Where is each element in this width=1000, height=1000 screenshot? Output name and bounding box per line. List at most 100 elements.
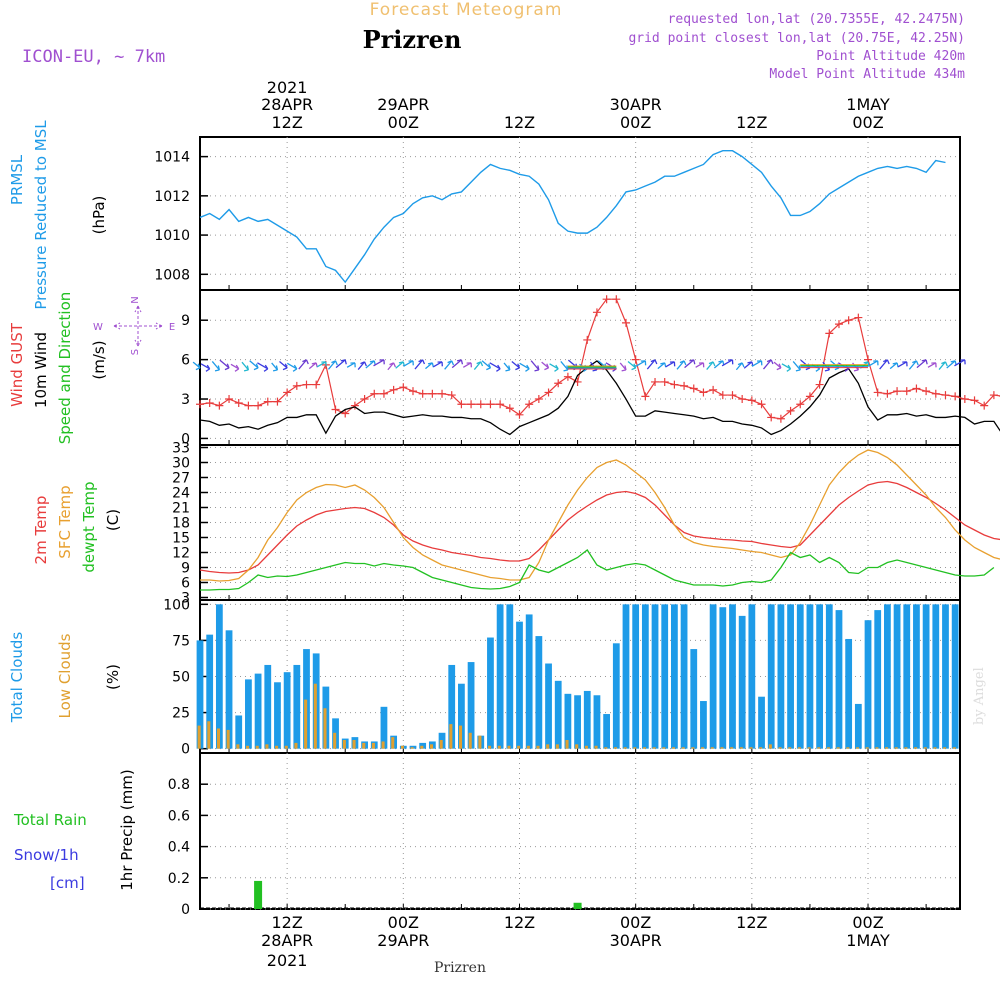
wind-direction-arrow (200, 363, 211, 370)
total-clouds-bar (535, 636, 543, 749)
wind-direction-arrow (684, 359, 695, 369)
low-clouds-bar (826, 747, 830, 749)
wind-direction-arrow (519, 362, 530, 370)
wind-direction-arrow (646, 359, 656, 370)
gust-point (486, 400, 495, 409)
wind-arrow-head (708, 361, 716, 367)
wind-direction-arrow (444, 360, 453, 370)
wind-arrow-head (921, 359, 928, 365)
total-clouds-bar (545, 663, 552, 749)
wind-direction-arrow (792, 361, 801, 371)
low-clouds-bar (449, 724, 453, 749)
gust-point (699, 388, 708, 397)
low-clouds-bar (342, 740, 346, 749)
gust-point (612, 295, 621, 304)
total-clouds-bar (874, 610, 882, 749)
low-clouds-bar (216, 728, 221, 749)
wind-arrow-head (205, 364, 211, 372)
y-tick-label: 100 (163, 597, 190, 613)
total-clouds-bar (671, 604, 678, 749)
wind-direction-arrow (308, 362, 317, 370)
wind-direction-arrow (665, 361, 675, 368)
gust-point (505, 404, 514, 413)
temp-series-line-0 (199, 480, 1000, 574)
total-clouds-bar (651, 604, 659, 749)
total-clouds-bar (254, 673, 262, 749)
gust-point (283, 388, 292, 397)
y-tick-label: 0.8 (168, 777, 190, 793)
wind-arrow-head (669, 361, 676, 367)
wind-arrow-head (650, 359, 658, 365)
wind-direction-arrow (721, 359, 733, 367)
gust-point (583, 335, 592, 344)
wind-arrow-head (272, 365, 279, 372)
low-clouds-bar (943, 747, 947, 749)
gust-point (476, 400, 485, 409)
gust-point (592, 308, 601, 317)
y-tick-label: 6 (181, 353, 190, 369)
low-clouds-bar (807, 747, 811, 749)
wind-direction-arrow (279, 360, 288, 369)
wind-direction-arrow (327, 360, 337, 370)
gust-point (418, 389, 427, 398)
wind-direction-arrow (462, 362, 472, 368)
y-tick-label: 24 (172, 486, 190, 502)
total-clouds-bar (458, 683, 465, 749)
low-clouds-bar (420, 745, 424, 749)
total-clouds-bar (942, 604, 949, 749)
wind-direction-arrow (257, 362, 269, 370)
wind-arrow-head (418, 359, 426, 365)
panel-wind: 0 3 6 9 Wind GUST 10m Wind Speed and Direction… (8, 289, 1000, 447)
wind-arrow-head (757, 360, 763, 366)
total-clouds-bar (816, 604, 824, 749)
y-tick-label: 0 (181, 902, 190, 918)
wind-direction-arrow (530, 360, 540, 371)
wind-arrow-head (437, 361, 443, 367)
low-clouds-bar (400, 745, 404, 749)
top-hour-label: 12Z (271, 113, 302, 132)
wind-direction-arrow (635, 360, 646, 367)
low-clouds-bar (817, 747, 821, 749)
y-tick-label: 75 (172, 633, 190, 649)
clouds-unit: (%) (104, 664, 122, 690)
total-clouds-bar (729, 604, 736, 749)
low-clouds-bar (584, 745, 588, 749)
low-clouds-bar (730, 747, 734, 749)
wind-direction-arrow (451, 359, 462, 369)
gust-point (980, 401, 989, 410)
low-clouds-bar (265, 744, 269, 749)
wind-direction-arrow (751, 360, 762, 367)
wind-direction-arrow (706, 361, 714, 370)
low-clouds-bar (429, 744, 434, 749)
low-clouds-bar (778, 747, 782, 749)
compass-s: S (130, 349, 141, 355)
low-clouds-bar (885, 747, 889, 749)
low-clouds-bar (846, 747, 850, 749)
gust-point (825, 329, 834, 338)
gust-point (786, 406, 795, 415)
total-clouds-bar (680, 604, 688, 749)
wind-direction-arrow (676, 360, 685, 370)
low-clouds-bar (623, 747, 627, 749)
wind-direction-arrow (511, 360, 520, 369)
low-clouds-bar (468, 732, 472, 749)
y-tick-label: 15 (172, 531, 190, 547)
top-hour-label: 00Z (388, 113, 419, 132)
low-clouds-bar (236, 744, 240, 749)
snow-unit-label: [cm] (50, 874, 85, 892)
low-clouds-bar (323, 708, 327, 749)
low-clouds-bar (391, 737, 395, 749)
low-clouds-bar (691, 747, 695, 749)
low-clouds-bar (652, 747, 656, 749)
wind-arrow-head (321, 361, 327, 367)
total-clouds-bar (225, 630, 233, 749)
wind-direction-arrow (473, 361, 482, 370)
top-hour-label: 12Z (736, 113, 767, 132)
low-clouds-bar (875, 747, 879, 749)
wind-direction-arrow (286, 362, 298, 370)
gust-point (350, 401, 359, 410)
y-tick-label: 9 (181, 313, 190, 329)
top-date-label: 28APR (261, 95, 313, 114)
